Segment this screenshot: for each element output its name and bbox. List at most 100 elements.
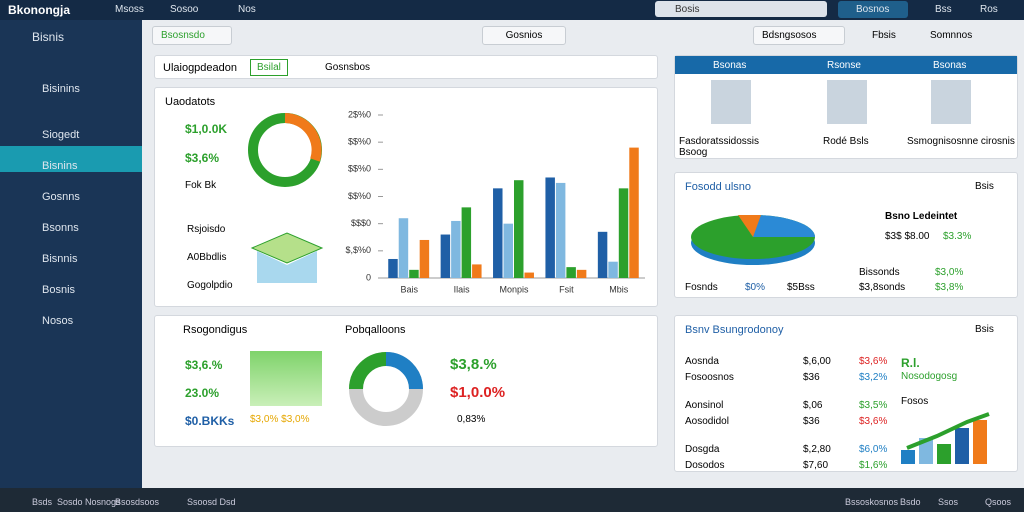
- cell: Fosoosnos: [685, 372, 734, 383]
- bar: [566, 267, 576, 278]
- y-tick-label: $$$0: [351, 218, 371, 228]
- footer-item[interactable]: Ssos: [938, 497, 959, 507]
- footer-item[interactable]: Sosdo Nosnogs: [57, 497, 121, 507]
- cell: Aonsinol: [685, 400, 724, 411]
- panel-title: Rsogondigus: [183, 324, 248, 336]
- bar: [597, 231, 608, 278]
- topbar: Bkonongja Msoss Sosoo Nos Bosis Bosnos B…: [0, 0, 1024, 20]
- cell: $3,6%: [859, 416, 888, 427]
- col-header: Rsonse: [827, 60, 861, 71]
- sidebar-item[interactable]: Bosnis: [42, 284, 76, 296]
- legend: $3,8sonds: [859, 282, 906, 293]
- finance-panel: Bsnv Bsungrodonoy Bsis R.l. Nosodogosg F…: [674, 315, 1018, 472]
- menu[interactable]: Msoss: [115, 4, 144, 15]
- bar: [524, 272, 534, 278]
- search[interactable]: Bosis: [655, 1, 827, 17]
- menu[interactable]: Bsis: [975, 324, 994, 335]
- active-item: [0, 146, 142, 172]
- link[interactable]: Fbsis: [872, 30, 896, 41]
- menu[interactable]: Sosoo: [170, 4, 199, 15]
- tab[interactable]: Gosnsbos: [325, 62, 371, 73]
- avatar: [711, 80, 751, 124]
- panel-title: Uaodatots: [165, 96, 216, 108]
- stat: $3,6%: [185, 151, 220, 165]
- bar: [618, 188, 629, 278]
- y-tick-label: 2$%0: [348, 109, 371, 119]
- user-name: Bosnos: [856, 4, 890, 15]
- cell: $3,5%: [859, 400, 888, 411]
- sidebar-item[interactable]: Gosnns: [42, 191, 80, 203]
- footer-item[interactable]: Qsoos: [985, 497, 1012, 507]
- bar-chart: 0 $,$%0 $$$0 $$%0 $$%0 $$%0 2$%0 Bais Ilais Monpi…: [345, 109, 645, 294]
- footer-item[interactable]: Bsosdsoos: [115, 497, 160, 507]
- stat: $3,8.%: [450, 356, 497, 373]
- panel-title: Bsnv Bsungrodonoy: [685, 324, 784, 336]
- menu[interactable]: Bsis: [975, 181, 994, 192]
- sidebar-item[interactable]: Siogedt: [42, 129, 80, 141]
- item: A0Bbdlis: [187, 252, 227, 263]
- button[interactable]: Bsilal: [250, 59, 288, 76]
- stat: 0,83%: [457, 414, 486, 425]
- button[interactable]: Bsosnsdo: [152, 26, 232, 45]
- x-tick-label: Ilais: [454, 284, 471, 294]
- sidebar-item[interactable]: Bisinins: [42, 83, 80, 95]
- progress-panel: Rsogondigus Pobqalloons $3,6.% 23.0% $0.…: [154, 315, 658, 447]
- y-tick-label: $$%0: [348, 137, 371, 147]
- button[interactable]: Bdsngsosos: [753, 26, 845, 45]
- cell: $7,60: [803, 460, 829, 471]
- sidebar-item[interactable]: Bisnins: [42, 160, 78, 172]
- person-value: $3.3%: [943, 231, 972, 242]
- panel-title: Ulaiogpdeadon: [163, 62, 238, 74]
- menu[interactable]: Nos: [238, 4, 256, 15]
- bar: [451, 220, 461, 278]
- stat: 23.0%: [185, 386, 220, 400]
- icon-label[interactable]: Ros: [980, 4, 998, 15]
- bar: [514, 180, 524, 278]
- bar-label: $3,0% $3,0%: [250, 414, 310, 425]
- sidebar-title: Bisnis: [32, 30, 65, 44]
- search-text: Bosis: [675, 4, 700, 15]
- link[interactable]: Somnnos: [930, 30, 973, 41]
- user[interactable]: Bosnos: [838, 1, 908, 18]
- panel-subtitle: Pobqalloons: [345, 324, 406, 336]
- cell: $,2,80: [803, 444, 831, 455]
- y-tick-label: $$%0: [348, 191, 371, 201]
- footer-item[interactable]: Bsdo: [900, 497, 921, 507]
- bar: [576, 269, 587, 278]
- cell: Aosnda: [685, 356, 719, 367]
- bar: [409, 269, 419, 278]
- footer-item[interactable]: Bsds: [32, 497, 53, 507]
- mini-chart: [901, 412, 990, 464]
- item: Rsjoisdo: [187, 224, 226, 235]
- side-title: R.l.: [901, 356, 920, 370]
- cell: $,6,00: [803, 356, 831, 367]
- icon-label[interactable]: Bss: [935, 4, 952, 15]
- header-panel: Ulaiogpdeadon Bsilal Gosnsbos: [154, 55, 658, 79]
- x-tick-label: Bais: [400, 284, 418, 294]
- team-header: [675, 56, 1017, 74]
- cell: $3,2%: [859, 372, 888, 383]
- bar: [503, 223, 513, 278]
- sidebar-item[interactable]: Bisnnis: [42, 253, 78, 265]
- bar: [629, 147, 639, 278]
- person-sub: $3$ $8.00: [885, 231, 930, 242]
- foot: Fosnds: [685, 282, 718, 293]
- y-tick-label: 0: [366, 272, 371, 282]
- bar: [398, 218, 409, 278]
- avatar: [827, 80, 867, 124]
- y-tick-label: $,$%0: [345, 245, 371, 255]
- sidebar-item[interactable]: Nosos: [42, 315, 74, 327]
- bar: [555, 182, 566, 278]
- illustration: [250, 351, 322, 406]
- cell: Aosodidol: [685, 416, 729, 427]
- footer-item[interactable]: Ssoosd Dsd: [187, 497, 236, 507]
- item: Gogolpdio: [187, 280, 233, 291]
- footer-item[interactable]: Bssoskosnos: [845, 497, 899, 507]
- person: Fasdoratssidossis Bsoog: [679, 136, 760, 158]
- stat: $3,6.%: [185, 358, 223, 372]
- person: Ssmognisosnne cirosnis: [907, 136, 1015, 147]
- sidebar: Bisnis: [0, 20, 142, 488]
- brand[interactable]: Bkonongja: [8, 3, 70, 17]
- sidebar-item[interactable]: Bsonns: [42, 222, 79, 234]
- button[interactable]: Gosnios: [482, 26, 566, 45]
